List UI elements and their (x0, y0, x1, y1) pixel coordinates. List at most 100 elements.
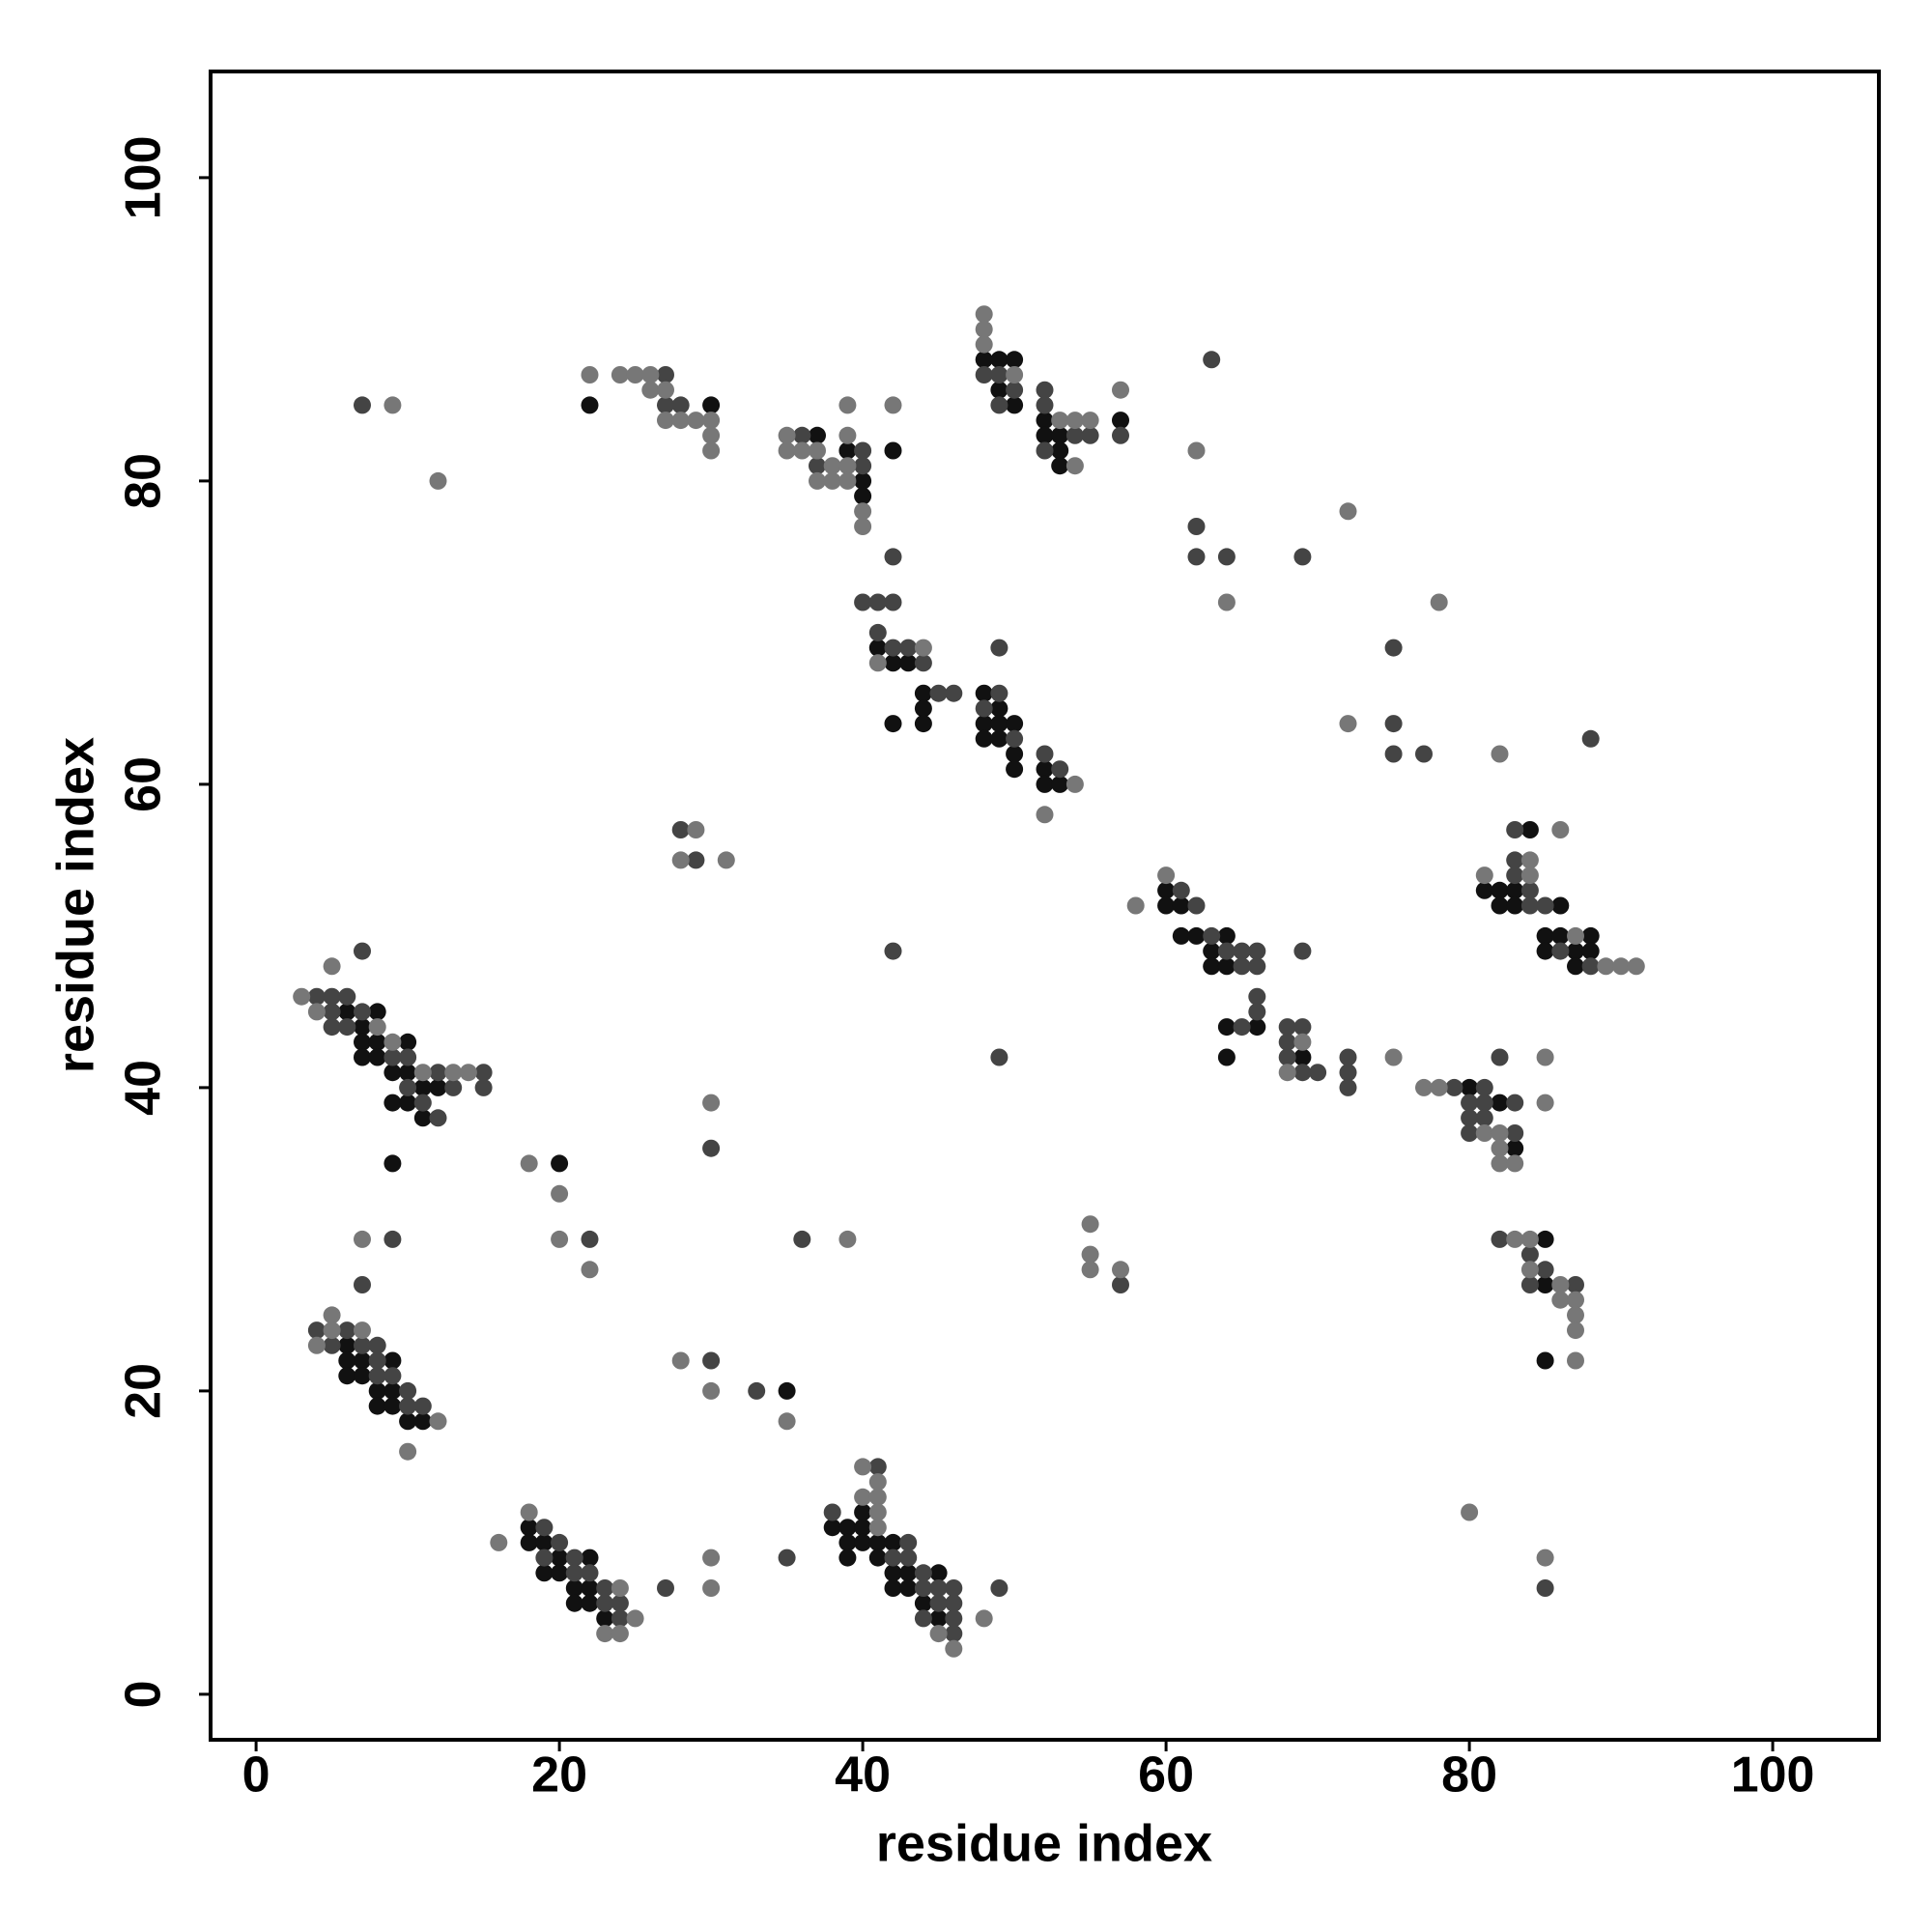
point (596, 1579, 614, 1597)
point (368, 1351, 386, 1370)
point (975, 1609, 993, 1628)
point (702, 1548, 721, 1567)
point (1217, 1018, 1236, 1037)
point (838, 1230, 857, 1248)
point (868, 639, 887, 657)
point (1006, 729, 1024, 748)
point (368, 1018, 386, 1037)
point (354, 1003, 371, 1021)
y-tick-label: 40 (116, 1060, 172, 1116)
point (1065, 426, 1084, 444)
point (975, 366, 993, 384)
point (838, 396, 857, 414)
point (1278, 1048, 1296, 1066)
point (1278, 1033, 1296, 1051)
point (657, 1579, 674, 1597)
point (838, 471, 857, 490)
point (323, 987, 341, 1006)
point (945, 684, 963, 702)
point (809, 457, 826, 475)
point (535, 1519, 554, 1537)
point (1384, 1048, 1403, 1066)
point (809, 471, 826, 490)
point (399, 1033, 417, 1051)
point (1506, 851, 1524, 869)
point (868, 1503, 887, 1521)
point (384, 1381, 402, 1400)
point (1384, 639, 1403, 657)
point (1536, 942, 1554, 960)
point (1384, 745, 1403, 763)
point (1081, 1215, 1099, 1234)
point (399, 1048, 417, 1066)
point (354, 1033, 371, 1051)
point (368, 1048, 386, 1066)
point (1491, 1154, 1509, 1173)
point (1081, 1261, 1099, 1279)
point (945, 1579, 963, 1597)
point (1536, 1230, 1554, 1248)
point (1217, 593, 1236, 611)
point (1081, 412, 1099, 430)
point (581, 1564, 599, 1582)
point (1217, 957, 1236, 976)
point (338, 1351, 356, 1370)
point (929, 684, 948, 702)
point (1520, 896, 1539, 915)
point (748, 1381, 766, 1400)
point (671, 1351, 690, 1370)
point (413, 1094, 432, 1112)
point (307, 1003, 326, 1021)
point (899, 1579, 918, 1597)
point (429, 1412, 447, 1431)
point (1461, 1078, 1479, 1096)
point (323, 957, 341, 976)
point (1597, 957, 1615, 976)
point (687, 851, 705, 869)
point (581, 1594, 599, 1612)
point (1172, 926, 1190, 945)
point (1248, 1018, 1266, 1037)
point (838, 441, 857, 460)
point (702, 1351, 721, 1370)
point (551, 1548, 569, 1567)
x-tick-label: 20 (531, 1747, 587, 1804)
point (914, 1579, 932, 1597)
y-tick-label: 80 (116, 453, 172, 509)
point (868, 1533, 887, 1551)
point (990, 639, 1009, 657)
point (1112, 426, 1129, 444)
point (474, 1078, 493, 1096)
point (596, 1625, 614, 1643)
point (1520, 1261, 1539, 1279)
point (399, 1381, 417, 1400)
point (1581, 926, 1600, 945)
point (914, 715, 932, 733)
point (368, 1033, 386, 1051)
point (868, 593, 887, 611)
point (990, 351, 1009, 369)
point (565, 1594, 583, 1612)
point (1309, 1064, 1327, 1082)
point (671, 821, 690, 838)
point (884, 548, 902, 566)
point (778, 441, 796, 460)
point (990, 684, 1009, 702)
point (551, 1154, 569, 1173)
point (702, 1139, 721, 1157)
point (1248, 957, 1266, 976)
point (975, 715, 993, 733)
point (535, 1564, 554, 1582)
point (990, 396, 1009, 414)
point (399, 1078, 417, 1096)
point (914, 699, 932, 718)
point (293, 987, 311, 1006)
point (868, 1548, 887, 1567)
point (1036, 775, 1054, 793)
point (1551, 1291, 1570, 1309)
point (1006, 381, 1024, 399)
point (1036, 381, 1054, 399)
point (565, 1548, 583, 1567)
point (1536, 1548, 1554, 1567)
